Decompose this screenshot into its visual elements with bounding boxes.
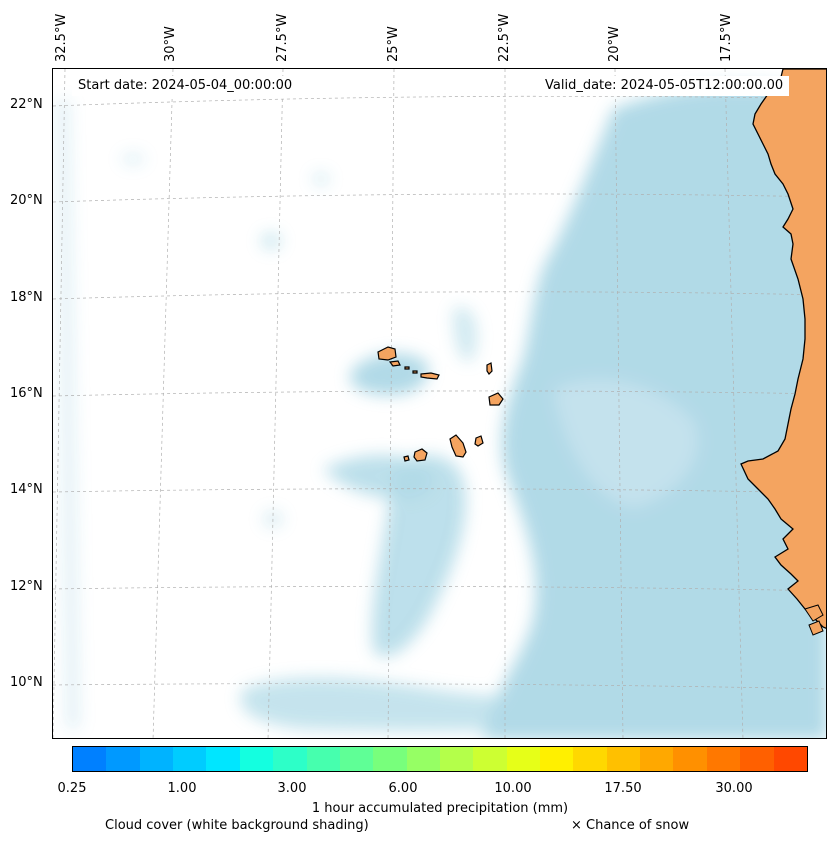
island-fogo: [413, 448, 428, 462]
start-date-label: Start date: 2024-05-04_00:00:00: [72, 76, 299, 96]
island-boa-vista: [488, 392, 504, 406]
island-santo-antao: [377, 346, 397, 361]
colorbar-segment: [540, 747, 574, 771]
lat-label: 16°N: [10, 386, 43, 401]
cloud-island-west: [349, 353, 429, 396]
colorbar-segment: [273, 747, 307, 771]
colorbar-segment: [706, 747, 741, 771]
island-sal: [486, 362, 493, 375]
valid-date-label: Valid_date: 2024-05-05T12:00:00.00: [539, 76, 790, 96]
lat-label: 22°N: [10, 97, 43, 112]
colorbar-title: 1 hour accumulated precipitation (mm): [311, 801, 569, 816]
lon-label: 32.5°W: [54, 13, 69, 62]
colorbar-tick-label: 30.00: [715, 781, 753, 796]
colorbar-segment: [206, 747, 240, 771]
lon-label: 30°W: [163, 26, 178, 62]
colorbar-segment: [239, 747, 274, 771]
colorbar-segment: [339, 747, 374, 771]
colorbar-tick-label: 10.00: [494, 781, 532, 796]
cloud-cover-caption: Cloud cover (white background shading): [105, 818, 369, 833]
colorbar-tick-label: 0.25: [57, 781, 87, 796]
africa-landmass: [740, 69, 826, 629]
island-brava: [403, 455, 410, 462]
island-maio: [474, 435, 484, 447]
colorbar-segment: [473, 747, 507, 771]
lon-label: 25°W: [386, 26, 401, 62]
colorbar-tick-label: 6.00: [388, 781, 418, 796]
colorbar-tick-label: 3.00: [277, 781, 307, 796]
lat-label: 12°N: [10, 579, 43, 594]
lat-label: 10°N: [10, 675, 43, 690]
lat-label: 14°N: [10, 482, 43, 497]
colorbar-segment: [640, 747, 674, 771]
map-panel: [52, 68, 827, 739]
colorbar-segment: [773, 747, 807, 771]
precipitation-colorbar: [72, 746, 808, 772]
snow-caption: × Chance of snow: [571, 818, 690, 833]
colorbar-segment: [406, 747, 440, 771]
colorbar-segment: [306, 747, 340, 771]
island-santiago: [449, 434, 467, 458]
lat-label: 18°N: [10, 290, 43, 305]
colorbar-tick-label: 17.50: [604, 781, 642, 796]
lon-label: 22.5°W: [497, 13, 512, 62]
lon-label: 17.5°W: [719, 13, 734, 62]
colorbar-segment: [373, 747, 407, 771]
lon-label: 27.5°W: [275, 13, 290, 62]
colorbar-tick-label: 1.00: [167, 781, 197, 796]
colorbar-segment: [173, 747, 207, 771]
island-sao-nicolau: [420, 372, 440, 380]
colorbar-segment: [740, 747, 774, 771]
colorbar-segment: [673, 747, 707, 771]
colorbar-segment: [506, 747, 541, 771]
lat-label: 20°N: [10, 193, 43, 208]
colorbar-segment: [73, 747, 107, 771]
island-sao-vicente: [388, 360, 401, 367]
colorbar-segment: [139, 747, 174, 771]
colorbar-segment: [106, 747, 140, 771]
cloud-plume-south: [371, 455, 466, 657]
colorbar-segment: [606, 747, 641, 771]
map-canvas: [53, 69, 826, 738]
colorbar-segment: [573, 747, 607, 771]
lon-label: 20°W: [607, 26, 622, 62]
cloud-cover-layer: [56, 85, 826, 738]
graticule: [53, 69, 826, 738]
cape-verde-islands: [377, 346, 504, 462]
colorbar-segment: [439, 747, 474, 771]
